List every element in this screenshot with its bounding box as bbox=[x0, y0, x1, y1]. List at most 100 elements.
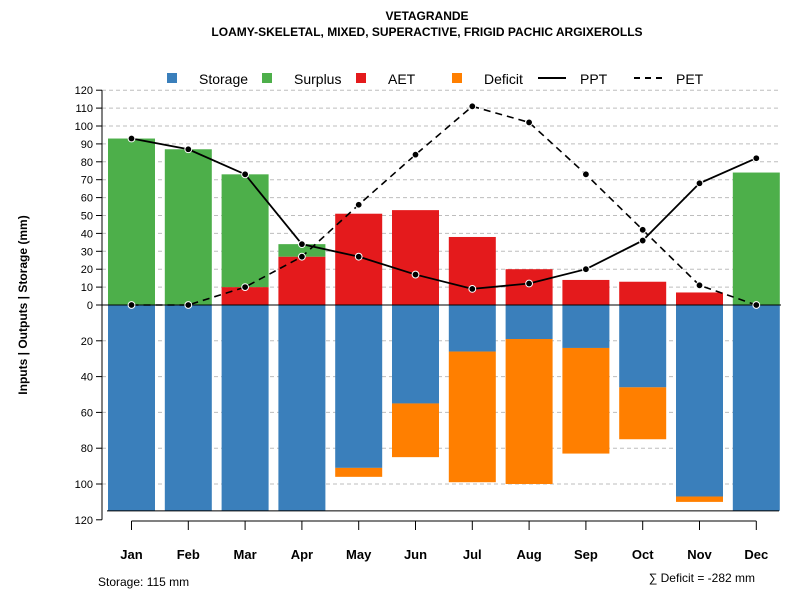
storage-bar bbox=[505, 305, 553, 340]
y-tick-label: 40 bbox=[81, 228, 93, 240]
legend-label: PET bbox=[676, 71, 704, 87]
axes: 0 10 20 30 40 50 60 70 80 90 100 110 120 20 40 60 80 100 1… bbox=[75, 85, 781, 562]
ppt-point bbox=[582, 265, 590, 274]
pet-point bbox=[695, 281, 704, 290]
x-tick-label: May bbox=[346, 547, 372, 562]
pet-point bbox=[468, 102, 477, 111]
storage-bar bbox=[221, 305, 269, 511]
ppt-point bbox=[127, 134, 136, 143]
storage-footnote: Storage: 115 mm bbox=[98, 575, 189, 589]
y-tick-label: 90 bbox=[81, 139, 93, 151]
aet-bar bbox=[676, 292, 723, 305]
legend-swatch bbox=[452, 73, 462, 83]
y-tick-label: 50 bbox=[81, 211, 93, 223]
y-tick-label: 10 bbox=[81, 282, 93, 294]
storage-bar bbox=[335, 305, 383, 468]
pet-point bbox=[411, 150, 420, 159]
aet-bar bbox=[392, 210, 439, 305]
storage-bar bbox=[676, 305, 723, 497]
storage-bar bbox=[108, 305, 155, 511]
y-axis-label: Inputs | Outputs | Storage (mm) bbox=[16, 215, 30, 394]
ppt-point bbox=[525, 279, 533, 288]
y-tick-label: 60 bbox=[81, 193, 93, 205]
ppt-point bbox=[468, 284, 477, 293]
storage-bar bbox=[562, 305, 610, 348]
aet-bar bbox=[221, 287, 269, 305]
deficit-footnote: ∑ Deficit = -282 mm bbox=[649, 571, 755, 585]
legend-swatch bbox=[262, 73, 272, 83]
chart-title: VETAGRANDE bbox=[385, 9, 468, 23]
legend-label: Deficit bbox=[484, 71, 523, 87]
storage-bar bbox=[448, 305, 496, 352]
aet-bar bbox=[619, 281, 667, 305]
ppt-point bbox=[638, 236, 647, 245]
x-tick-label: Sep bbox=[574, 547, 598, 562]
ppt-point bbox=[298, 240, 306, 249]
storage-bar bbox=[278, 305, 326, 511]
deficit-bar bbox=[676, 496, 723, 502]
ppt-point bbox=[354, 252, 363, 261]
y-tick-label: 20 bbox=[81, 336, 93, 348]
legend-swatch bbox=[356, 73, 366, 83]
legend-label: AET bbox=[388, 71, 416, 87]
pet-point bbox=[354, 200, 363, 209]
pet-line bbox=[131, 105, 757, 306]
y-tick-label: 70 bbox=[81, 175, 93, 187]
surplus-bar bbox=[732, 172, 780, 305]
y-tick-label: 80 bbox=[81, 157, 93, 169]
x-tick-label: Aug bbox=[516, 547, 541, 562]
x-tick-label: Oct bbox=[632, 547, 654, 562]
y-tick-label: 0 bbox=[87, 300, 93, 312]
deficit-bar bbox=[392, 403, 439, 458]
y-tick-label: 40 bbox=[81, 372, 93, 384]
pet-point bbox=[525, 118, 533, 127]
bars bbox=[108, 138, 780, 511]
ppt-point bbox=[184, 145, 193, 154]
storage-bar bbox=[164, 305, 212, 511]
legend-label: Storage bbox=[199, 71, 248, 87]
x-tick-label: Dec bbox=[744, 547, 768, 562]
y-tick-label: 20 bbox=[81, 264, 93, 276]
surplus-bar bbox=[221, 174, 269, 288]
aet-bar bbox=[278, 256, 326, 305]
y-tick-label: 100 bbox=[75, 479, 93, 491]
pet-point bbox=[752, 301, 761, 309]
deficit-bar bbox=[448, 351, 496, 483]
x-tick-label: Jan bbox=[120, 547, 142, 562]
aet-bar bbox=[562, 279, 610, 305]
y-tick-label: 110 bbox=[75, 103, 93, 115]
chart-subtitle: LOAMY-SKELETAL, MIXED, SUPERACTIVE, FRIG… bbox=[211, 25, 642, 39]
pet-point bbox=[184, 301, 193, 309]
ppt-point bbox=[752, 154, 761, 163]
storage-bar bbox=[619, 305, 667, 388]
y-tick-label: 60 bbox=[81, 407, 93, 419]
legend-label: PPT bbox=[580, 71, 608, 87]
legend-label: Surplus bbox=[294, 71, 341, 87]
x-tick-label: Jun bbox=[404, 547, 427, 562]
storage-bar bbox=[392, 305, 439, 404]
deficit-bar bbox=[505, 339, 553, 484]
x-tick-label: Feb bbox=[177, 547, 200, 562]
y-tick-label: 30 bbox=[81, 246, 93, 258]
ppt-point bbox=[241, 170, 250, 179]
pet-point bbox=[241, 283, 250, 292]
legend-swatch bbox=[167, 73, 177, 83]
y-tick-label: 100 bbox=[75, 121, 93, 133]
grid-lines bbox=[102, 89, 781, 485]
surplus-bar bbox=[164, 149, 212, 305]
y-tick-label: 120 bbox=[75, 515, 93, 527]
pet-point bbox=[582, 170, 590, 179]
deficit-bar bbox=[335, 467, 383, 477]
x-tick-label: Nov bbox=[687, 547, 712, 562]
series-lines bbox=[127, 102, 761, 309]
surplus-bar bbox=[108, 138, 155, 305]
aet-bar bbox=[448, 236, 496, 305]
pet-point bbox=[127, 301, 136, 309]
pet-point bbox=[298, 252, 306, 261]
ppt-point bbox=[411, 270, 420, 279]
x-tick-label: Mar bbox=[234, 547, 257, 562]
x-tick-label: Apr bbox=[291, 547, 313, 562]
y-tick-label: 120 bbox=[75, 85, 93, 97]
y-tick-label: 80 bbox=[81, 443, 93, 455]
